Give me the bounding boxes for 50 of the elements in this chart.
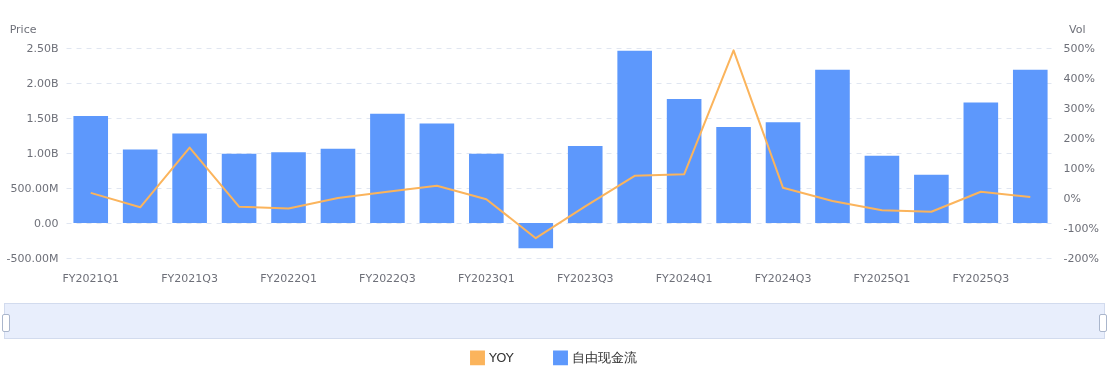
y-tick-label: 1.00B [26,146,59,160]
x-tick-label: FY2024Q1 [655,271,713,285]
x-tick-label: FY2023Q3 [556,271,614,285]
bar [271,152,306,223]
x-tick-label: FY2022Q3 [359,271,416,285]
y2-tick-label: 200% [1063,131,1095,145]
bar [221,153,257,223]
y-tick-label: 500.00M [10,181,59,195]
bar [320,148,356,223]
y2-tick-label: 500% [1063,41,1095,55]
y2-tick-label: 0% [1063,191,1081,205]
bar [518,223,554,249]
y2-tick-label: -200% [1063,251,1099,265]
bar [122,149,158,223]
bar [567,146,603,223]
y-tick-label: -500.00M [6,251,59,265]
y-tick-label: 0.00 [34,216,59,230]
y2-axis-title: Vol [1069,22,1086,36]
legend-label: YOY [488,349,514,365]
bar [617,50,652,223]
x-tick-label: FY2021Q1 [62,271,120,285]
x-tick-label: FY2023Q1 [457,271,515,285]
bar [666,99,702,223]
bar [1012,69,1048,223]
bar [914,174,949,223]
y-axis-title: Price [9,22,37,36]
y2-tick-label: 400% [1063,71,1095,85]
x-tick-label: FY2025Q1 [853,271,911,285]
bar [815,69,850,223]
y2-tick-label: -100% [1063,221,1099,235]
bar [765,122,801,223]
line-series [89,49,1032,240]
legend-label: 自由现金流 [572,349,637,365]
y2-tick-label: 300% [1063,101,1095,115]
bar [370,113,405,223]
x-tick-label: FY2025Q3 [952,271,1010,285]
x-tick-label: FY2022Q1 [260,271,317,285]
y-tick-label: 2.00B [26,76,59,90]
y2-tick-label: 100% [1063,161,1095,175]
bar [716,127,751,223]
y-tick-label: 2.50B [26,41,59,55]
bar [864,155,900,223]
bar [469,153,504,223]
y-tick-label: 1.50B [26,111,59,125]
x-tick-label: FY2024Q3 [754,271,812,285]
bar [73,115,109,223]
bar [419,123,455,223]
bar [172,133,207,223]
x-tick-label: FY2021Q3 [161,271,218,285]
bar [963,102,999,223]
